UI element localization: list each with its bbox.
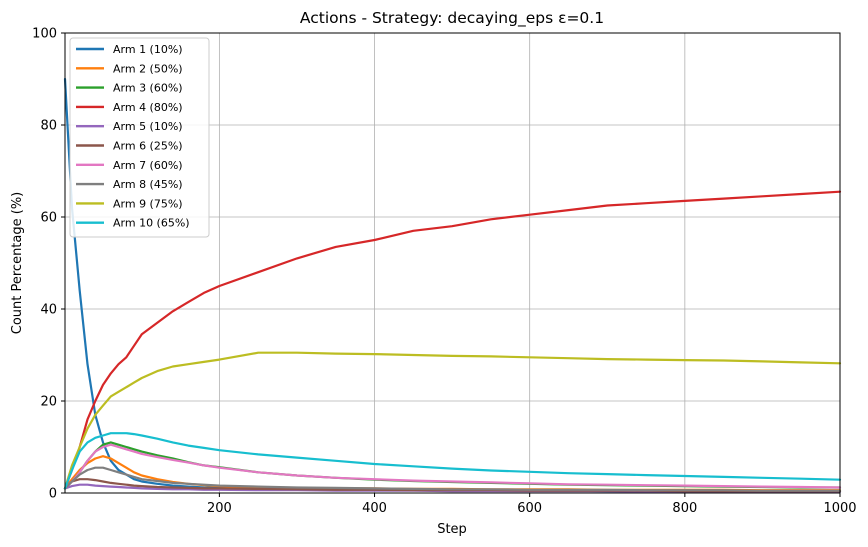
series-line-arm-4-80 xyxy=(63,190,842,490)
legend-entry: Arm 6 (25%) xyxy=(113,140,183,153)
legend-entry: Arm 7 (60%) xyxy=(113,159,183,172)
series-lines xyxy=(63,77,842,493)
legend-entry: Arm 1 (10%) xyxy=(113,43,183,56)
y-tick-label: 100 xyxy=(32,27,57,42)
x-tick-label: 200 xyxy=(207,501,232,516)
legend-entry: Arm 8 (45%) xyxy=(113,178,183,191)
legend-entry: Arm 2 (50%) xyxy=(113,62,183,75)
y-tick-label: 60 xyxy=(40,211,57,226)
x-tick-label: 600 xyxy=(517,501,542,516)
legend-entry: Arm 9 (75%) xyxy=(113,197,183,210)
y-tick-label: 0 xyxy=(49,487,57,502)
plot-frame xyxy=(64,32,841,494)
x-tick-label: 800 xyxy=(672,501,697,516)
y-tick-label: 40 xyxy=(40,303,57,318)
chart-title: Actions - Strategy: decaying_eps ε=0.1 xyxy=(300,9,604,28)
legend-entry: Arm 3 (60%) xyxy=(113,82,183,95)
series-line-arm-7-60 xyxy=(63,443,842,490)
y-axis-label: Count Percentage (%) xyxy=(10,192,25,335)
legend-entry: Arm 4 (80%) xyxy=(113,101,183,114)
x-tick-label: 1000 xyxy=(823,501,856,516)
y-tick-label: 20 xyxy=(40,395,57,410)
series-line-arm-9-75 xyxy=(63,351,842,490)
x-axis-label: Step xyxy=(437,522,467,537)
axis-ticks: 200 400 600 800 1000 0 20 40 60 80 100 xyxy=(32,27,856,517)
legend-box xyxy=(69,37,210,238)
series-line-arm-8-45 xyxy=(63,466,842,492)
legend-entry: Arm 5 (10%) xyxy=(113,120,183,133)
legend: Arm 1 (10%) Arm 2 (50%) Arm 3 (60%) Arm 4 (… xyxy=(69,37,210,238)
series-line-arm-10-65 xyxy=(63,432,842,490)
y-tick-label: 80 xyxy=(40,119,57,134)
legend-entry: Arm 10 (65%) xyxy=(113,217,190,230)
x-tick-label: 400 xyxy=(362,501,387,516)
